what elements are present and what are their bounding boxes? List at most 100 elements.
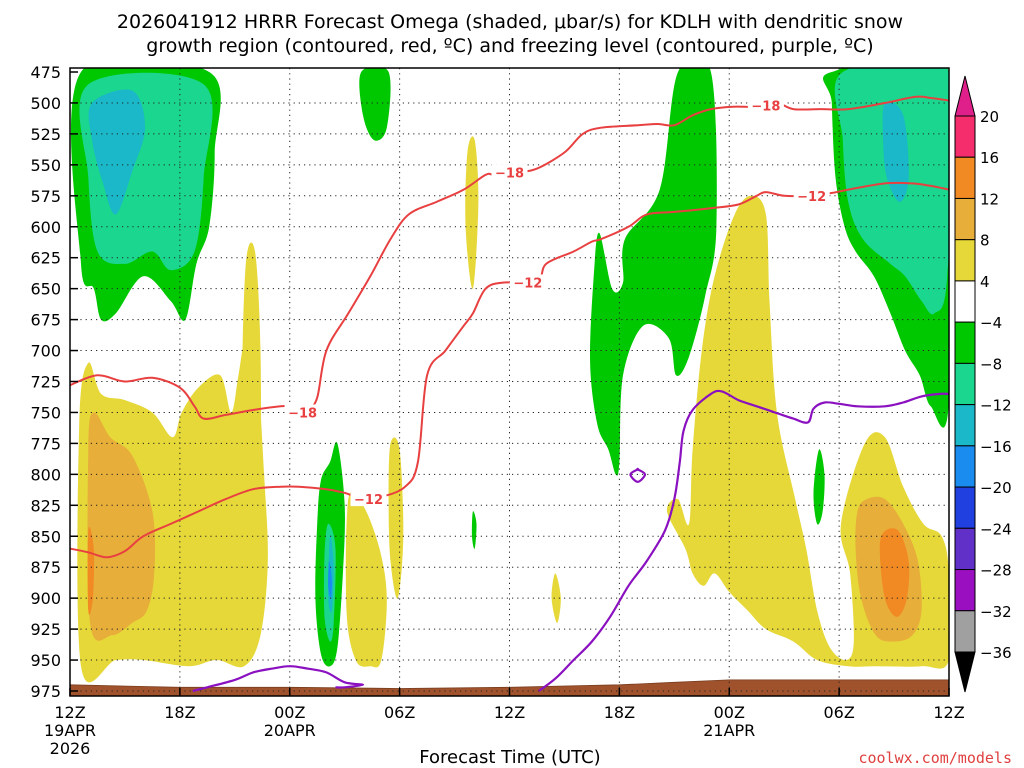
x-tick-sublabel-2-0: 20APR (264, 721, 316, 740)
x-tick-label-4: 12Z (494, 703, 525, 722)
freezing-level-contour-2 (629, 467, 647, 483)
colorbar-bin-0 (954, 115, 976, 158)
y-tick-label-475: 475 (30, 63, 61, 82)
x-tick-sublabel-0-0: 19APR (44, 721, 96, 740)
colorbar-bin-12 (954, 610, 976, 653)
colorbar-label-4: 4 (980, 273, 990, 291)
y-tick-label-900: 900 (30, 589, 61, 608)
y-tick-label-875: 875 (30, 558, 61, 577)
colorbar-bin-8 (954, 445, 976, 488)
contour-label-bg-0 (284, 404, 321, 420)
colorbar: 20 16 12 8 4 −4 −8 −12 −16 −20 −24 −28 −32 −36 (954, 75, 1012, 693)
y-tick-label-625: 625 (30, 249, 61, 268)
y-tick-label-750: 750 (30, 403, 61, 422)
chart-title-line1: 2026041912 HRRR Forecast Omega (shaded, … (117, 11, 903, 33)
y-tick-label-800: 800 (30, 465, 61, 484)
x-tick-label-3: 06Z (384, 703, 415, 722)
freezing-level-contour-0 (192, 665, 365, 693)
omega-region-3 (359, 68, 391, 141)
contour-labels: −18 −18 −18 −12 −12 −12 (284, 97, 830, 508)
omega-region-18 (345, 491, 387, 668)
contour-label-bg-2 (747, 97, 784, 113)
contour-label-bg-5 (793, 187, 830, 203)
omega-region-19 (388, 437, 404, 599)
y-tick-label-975: 975 (30, 682, 61, 701)
y-axis: 475 500 525 550 575 600 625 650 675 700 725 750 775 8… (30, 63, 78, 701)
colorbar-bin-6 (954, 362, 976, 406)
y-tick-label-700: 700 (30, 342, 61, 361)
y-tick-label-725: 725 (30, 373, 61, 392)
colorbar-bin-4 (954, 280, 976, 323)
omega-region-2 (88, 89, 146, 215)
colorbar-bin-3 (954, 239, 976, 282)
colorbar-top-arrow (954, 75, 976, 117)
x-tick-label-5: 18Z (604, 703, 635, 722)
y-tick-label-550: 550 (30, 156, 61, 175)
colorbar-label-13: −36 (980, 644, 1012, 662)
y-tick-label-650: 650 (30, 280, 61, 299)
colorbar-label-11: −28 (980, 562, 1012, 580)
contour-label-bg-3 (350, 491, 387, 507)
y-tick-label-950: 950 (30, 651, 61, 670)
contour-label-2: −18 (751, 99, 780, 114)
x-tick-label-7: 06Z (823, 703, 854, 722)
omega-region-16 (87, 526, 95, 615)
y-tick-label-825: 825 (30, 496, 61, 515)
colorbar-label-0: 20 (980, 108, 999, 126)
colorbar-label-2: 12 (980, 190, 999, 208)
colorbar-label-5: −4 (980, 314, 1002, 332)
x-tick-label-0: 12Z (54, 703, 85, 722)
colorbar-label-1: 16 (980, 149, 999, 167)
colorbar-label-8: −16 (980, 438, 1012, 456)
colorbar-bin-1 (954, 156, 976, 199)
grid (70, 68, 949, 696)
colorbar-label-6: −8 (980, 355, 1002, 373)
credit-text: coolwx.com/models (858, 749, 1012, 767)
chart-title-line2: growth region (contoured, red, ºC) and f… (146, 35, 873, 57)
y-tick-label-925: 925 (30, 620, 61, 639)
freezing-level-contours (192, 389, 949, 693)
contour-label-3: −12 (354, 493, 383, 508)
omega-region-20 (465, 136, 479, 289)
x-tick-label-8: 12Z (933, 703, 964, 722)
contour-label-5: −12 (797, 190, 826, 205)
y-tick-label-600: 600 (30, 218, 61, 237)
omega-region-21 (551, 573, 561, 623)
red-contour-3 (70, 181, 949, 559)
y-tick-label-850: 850 (30, 527, 61, 546)
x-tick-label-1: 18Z (164, 703, 195, 722)
omega-shading (71, 68, 949, 683)
colorbar-label-3: 8 (980, 232, 990, 250)
colorbar-label-12: −32 (980, 603, 1012, 621)
y-tick-label-575: 575 (30, 187, 61, 206)
x-tick-sublabel-0-1: 2026 (50, 739, 91, 758)
contour-label-0: −18 (288, 406, 317, 421)
colorbar-label-9: −20 (980, 479, 1012, 497)
contour-label-bg-1 (491, 164, 528, 180)
x-tick-sublabel-6-0: 21APR (703, 721, 755, 740)
colorbar-bin-5 (954, 321, 976, 364)
freezing-level-contour-1 (538, 389, 949, 692)
omega-region-12 (882, 101, 909, 202)
x-axis-label: Forecast Time (UTC) (419, 747, 600, 768)
colorbar-bin-9 (954, 486, 976, 529)
y-tick-label-525: 525 (30, 125, 61, 144)
colorbar-bin-10 (954, 527, 976, 571)
omega-region-24 (879, 528, 910, 617)
colorbar-bin-7 (954, 404, 976, 447)
omega-region-7 (328, 560, 332, 599)
colorbar-label-7: −12 (980, 397, 1012, 415)
contour-label-1: −18 (495, 166, 524, 181)
colorbar-label-10: −24 (980, 520, 1012, 538)
x-tick-label-2: 00Z (274, 703, 305, 722)
omega-region-9 (590, 68, 717, 476)
y-tick-label-500: 500 (30, 94, 61, 113)
contour-label-bg-4 (509, 274, 546, 290)
omega-region-8 (471, 511, 477, 549)
x-tick-label-6: 00Z (714, 703, 745, 722)
omega-region-13 (813, 449, 825, 525)
y-tick-label-675: 675 (30, 311, 61, 330)
colorbar-bin-2 (954, 197, 976, 241)
